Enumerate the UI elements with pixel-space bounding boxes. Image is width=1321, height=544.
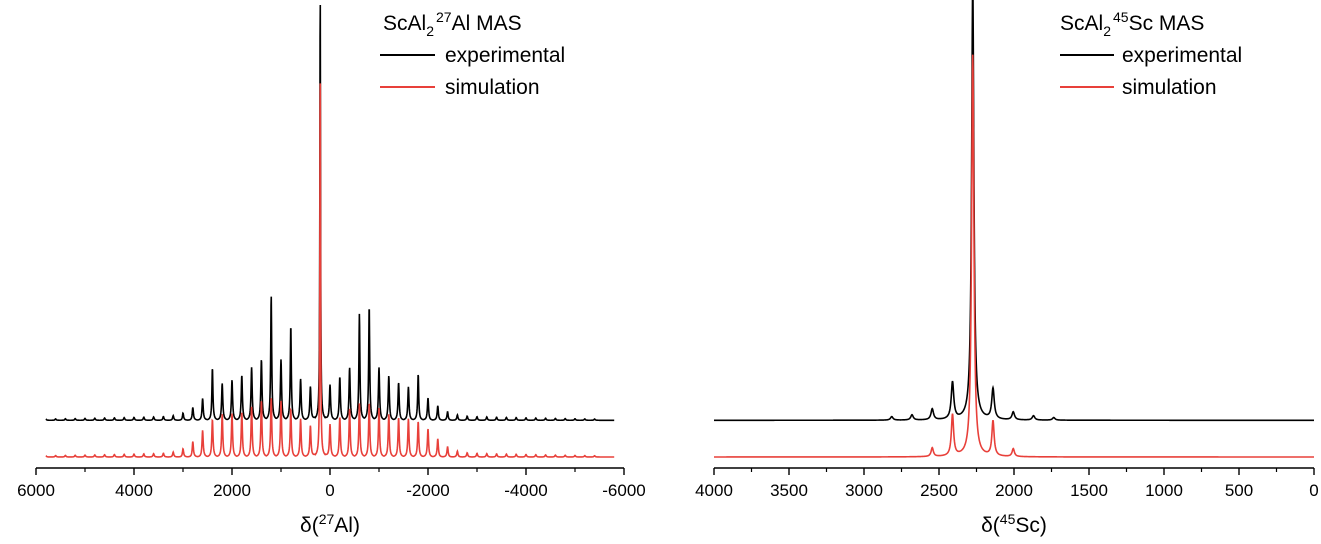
x-tick-label: 2000 bbox=[995, 481, 1033, 500]
x-tick-label: 0 bbox=[325, 481, 334, 500]
chart-title: ScAl245Sc MAS bbox=[1060, 9, 1204, 39]
x-tick-label: -2000 bbox=[406, 481, 449, 500]
spectrum-simulation-line bbox=[714, 54, 1314, 458]
sc45-spectrum-panel: 4000 3500 3000 2500 2000 1500 1000 500 0 δ(45Sc) S… bbox=[695, 0, 1319, 537]
x-tick-label: 2000 bbox=[213, 481, 251, 500]
chart-title: ScAl227Al MAS bbox=[383, 9, 522, 39]
al27-spectrum-panel: 6000 4000 2000 0 -2000 -4000 -6000 δ(27Al) ScAl2… bbox=[17, 5, 646, 537]
x-tick-label: -6000 bbox=[602, 481, 645, 500]
spectrum-experimental-line bbox=[714, 0, 1314, 422]
legend-label-experimental: experimental bbox=[1122, 44, 1242, 67]
x-tick-label: 0 bbox=[1309, 481, 1318, 500]
x-tick-label: 3500 bbox=[770, 481, 808, 500]
legend-label-experimental: experimental bbox=[445, 44, 565, 67]
x-tick-label: 3000 bbox=[845, 481, 883, 500]
x-axis-label: δ(45Sc) bbox=[981, 511, 1047, 537]
x-tick-label: 2500 bbox=[920, 481, 958, 500]
legend-label-simulation: simulation bbox=[445, 76, 540, 99]
x-tick-label: 1000 bbox=[1145, 481, 1183, 500]
x-tick-label: 4000 bbox=[115, 481, 153, 500]
x-tick-label: 4000 bbox=[695, 481, 733, 500]
spectrum-simulation-line bbox=[45, 83, 615, 458]
x-axis-label: δ(27Al) bbox=[300, 511, 360, 537]
x-tick-label: 500 bbox=[1225, 481, 1253, 500]
x-tick-label: -4000 bbox=[504, 481, 547, 500]
x-tick-label: 1500 bbox=[1070, 481, 1108, 500]
legend-label-simulation: simulation bbox=[1122, 76, 1217, 99]
spectrum-experimental-line bbox=[45, 5, 615, 422]
x-tick-label: 6000 bbox=[17, 481, 55, 500]
